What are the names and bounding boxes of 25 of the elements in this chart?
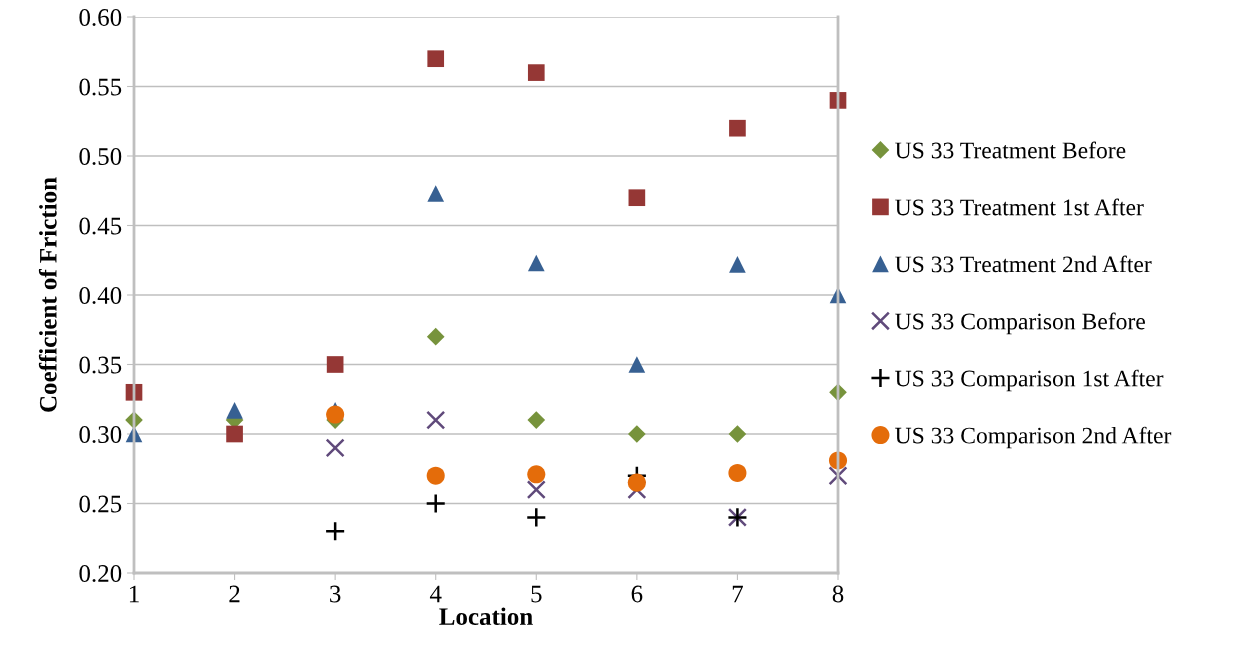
legend-label: US 33 Treatment 1st After xyxy=(895,198,1144,216)
x-tick-label: 6 xyxy=(631,585,643,603)
y-tick-label: 0.20 xyxy=(79,565,122,583)
y-tick-label: 0.55 xyxy=(79,78,122,96)
legend-label: US 33 Comparison 1st After xyxy=(895,369,1164,392)
legend-label: US 33 Comparison Before xyxy=(895,312,1145,335)
legend-label: US 33 Comparison 2nd After xyxy=(895,426,1172,449)
legend-label: US 33 Treatment 2nd After xyxy=(895,255,1152,273)
y-tick-label: 0.45 xyxy=(79,217,122,235)
x-tick-label: 2 xyxy=(229,585,240,603)
y-tick-label: 0.30 xyxy=(79,426,122,444)
y-tick-label: 0.50 xyxy=(79,148,122,166)
legend-label: US 33 Treatment Before xyxy=(895,141,1126,159)
x-tick-label: 7 xyxy=(732,585,743,603)
x-tick-label: 3 xyxy=(330,585,341,603)
x-tick-label: 4 xyxy=(429,585,442,603)
y-axis-title: Coefficient of Friction xyxy=(38,177,57,412)
y-tick-label: 0.40 xyxy=(79,287,122,305)
x-axis-title: Location xyxy=(439,607,533,626)
x-tick-label: 5 xyxy=(531,585,542,603)
y-tick-label: 0.35 xyxy=(79,356,122,374)
x-tick-label: 1 xyxy=(129,585,139,603)
y-tick-label: 0.60 xyxy=(79,9,122,27)
y-tick-label: 0.25 xyxy=(79,495,122,513)
x-tick-label: 8 xyxy=(832,585,844,603)
